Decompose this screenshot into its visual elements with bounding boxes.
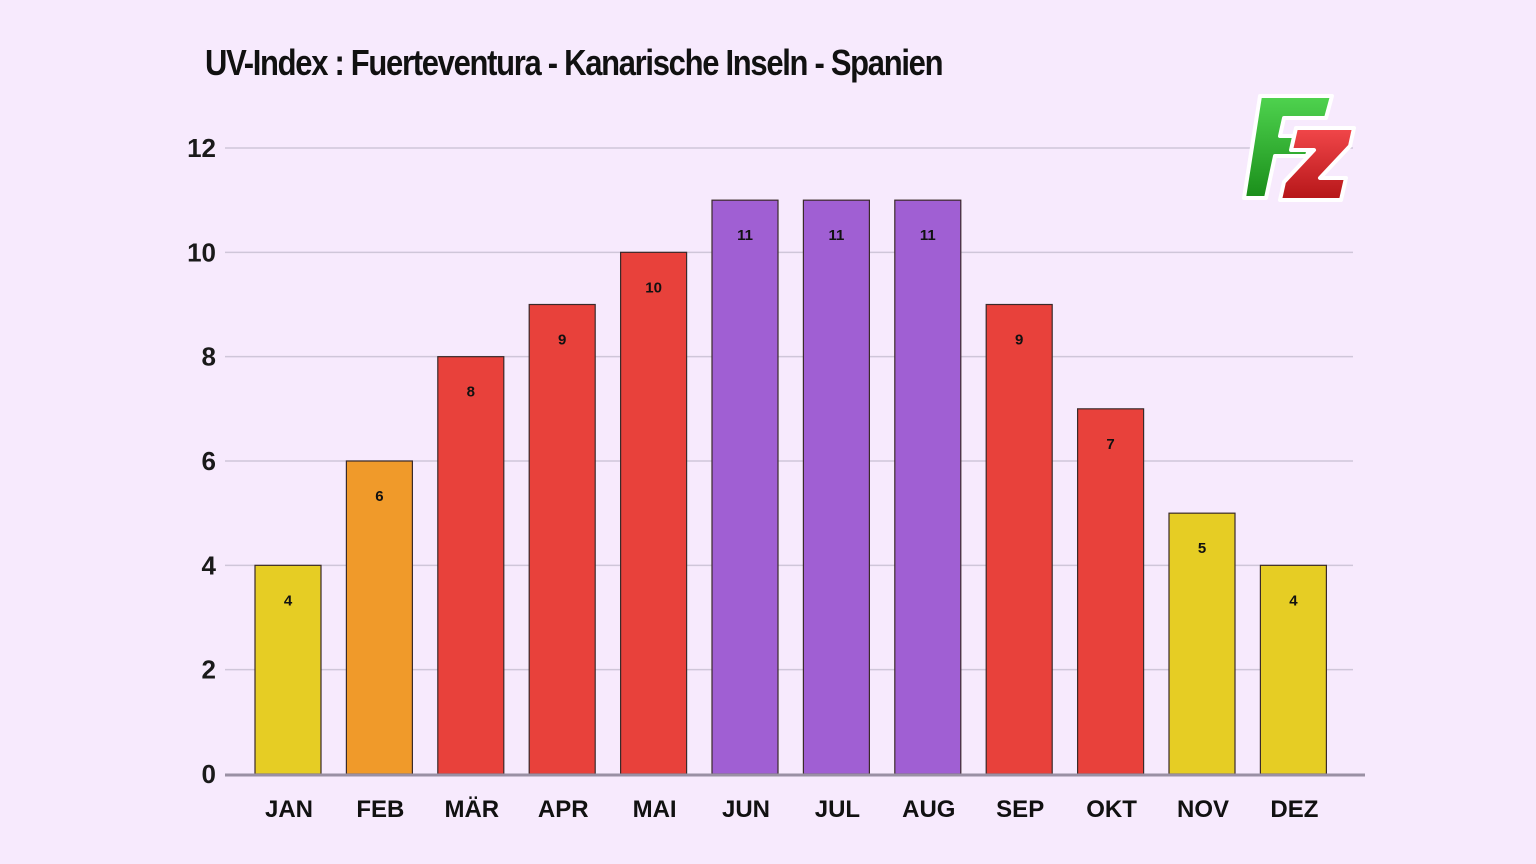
- y-tick-label: 12: [187, 133, 216, 163]
- x-axis-ticks: JAN FEB MÄR APR MAI JUN JUL AUG SEP OKT NOV DEZ: [265, 796, 1318, 823]
- bar: [345, 460, 413, 775]
- gridlines: [225, 147, 1353, 671]
- data-label: 11: [737, 227, 753, 244]
- x-tick-label: APR: [538, 796, 589, 823]
- bar: [254, 564, 322, 775]
- x-tick-label: MAI: [633, 796, 677, 823]
- bar: [1259, 564, 1328, 775]
- data-label: 11: [920, 227, 936, 244]
- y-tick-label: 8: [202, 342, 216, 372]
- chart-title: UV-Index : Fuerteventura - Kanarische In…: [205, 42, 944, 83]
- bar: [528, 303, 596, 775]
- bar: [1168, 512, 1236, 775]
- data-label: 9: [1015, 332, 1023, 349]
- data-label: 5: [1198, 540, 1206, 557]
- x-tick-label: FEB: [356, 796, 404, 823]
- data-label: 6: [375, 488, 383, 505]
- data-label: 9: [558, 332, 566, 349]
- y-tick-label: 0: [202, 759, 216, 789]
- data-label: 8: [467, 384, 475, 401]
- data-labels: 4 6 8 9 10 11 11 11 9 7 5 4: [284, 227, 1298, 609]
- x-tick-label: MÄR: [444, 796, 499, 823]
- y-tick-label: 10: [187, 237, 216, 267]
- bar: [985, 303, 1053, 775]
- y-tick-label: 4: [202, 550, 217, 580]
- data-label: 11: [828, 227, 844, 244]
- bars: [254, 199, 1328, 775]
- x-tick-label: AUG: [902, 796, 955, 823]
- x-tick-label: DEZ: [1270, 796, 1318, 823]
- bar: [437, 356, 505, 775]
- data-label: 4: [1289, 592, 1298, 609]
- x-tick-label: SEP: [996, 796, 1044, 823]
- logo-letter-z: [1278, 126, 1356, 202]
- data-label: 7: [1106, 436, 1114, 453]
- bar: [1076, 408, 1145, 775]
- y-tick-label: 6: [202, 446, 216, 476]
- bar: [894, 199, 962, 775]
- x-tick-label: JAN: [265, 796, 313, 823]
- x-tick-label: OKT: [1086, 796, 1137, 823]
- bar: [711, 199, 779, 775]
- y-axis-ticks: 0 2 4 6 8 10 12: [187, 133, 216, 789]
- bar: [802, 199, 871, 775]
- data-label: 10: [645, 279, 662, 296]
- x-tick-label: JUN: [722, 796, 770, 823]
- x-tick-label: JUL: [815, 796, 860, 823]
- x-tick-label: NOV: [1177, 796, 1229, 823]
- data-label: 4: [284, 592, 293, 609]
- bar: [619, 251, 688, 775]
- y-tick-label: 2: [202, 655, 216, 685]
- fz-logo: [1242, 94, 1356, 202]
